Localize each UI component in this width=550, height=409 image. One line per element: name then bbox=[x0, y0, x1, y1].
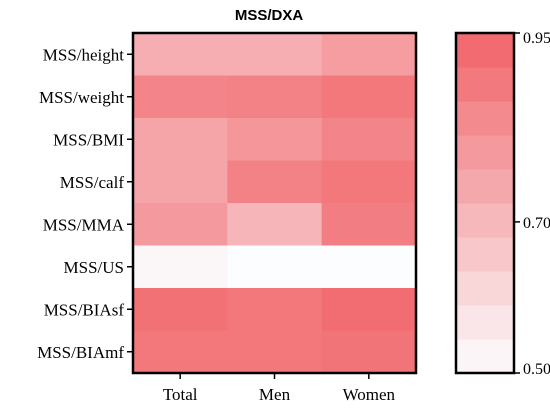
colorbar-tick-label: 0.95 bbox=[523, 30, 550, 47]
heatmap-cell bbox=[227, 33, 323, 77]
colorbar-step bbox=[456, 101, 514, 136]
colorbar-step bbox=[456, 67, 514, 102]
heatmap-cell bbox=[227, 203, 323, 247]
row-label: MSS/US bbox=[64, 258, 124, 277]
chart-title: MSS/DXA bbox=[235, 7, 304, 24]
column-label: Women bbox=[343, 385, 396, 404]
heatmap-cell bbox=[133, 245, 228, 289]
heatmap-cell bbox=[133, 288, 228, 332]
heatmap-cell bbox=[133, 75, 228, 119]
column-labels: Total Men Women bbox=[163, 373, 396, 404]
colorbar-step bbox=[456, 203, 514, 238]
row-label: MSS/MMA bbox=[43, 215, 125, 234]
heatmap-cell bbox=[321, 288, 417, 332]
heatmap-cells bbox=[133, 33, 417, 374]
column-label: Total bbox=[163, 385, 198, 404]
heatmap-cell bbox=[321, 160, 417, 204]
heatmap-cell bbox=[227, 160, 323, 204]
colorbar-step bbox=[456, 237, 514, 272]
heatmap-cell bbox=[133, 33, 228, 77]
row-label: MSS/height bbox=[43, 45, 125, 64]
row-label: MSS/calf bbox=[60, 173, 125, 192]
colorbar-step bbox=[456, 169, 514, 204]
row-label: MSS/BMI bbox=[53, 130, 124, 149]
colorbar-step bbox=[456, 271, 514, 306]
colorbar-tick-label: 0.70 bbox=[523, 215, 550, 232]
heatmap-cell bbox=[321, 203, 417, 247]
heatmap-cell bbox=[133, 203, 228, 247]
column-label: Men bbox=[259, 385, 291, 404]
row-label: MSS/BIAmf bbox=[37, 343, 124, 362]
row-label: MSS/weight bbox=[39, 88, 124, 107]
heatmap-cell bbox=[133, 160, 228, 204]
colorbar-step bbox=[456, 33, 514, 68]
colorbar: 0.95 0.70 0.50 bbox=[454, 30, 550, 378]
heatmap-cell bbox=[227, 118, 323, 162]
colorbar-tick-label: 0.50 bbox=[523, 361, 550, 378]
heatmap-cell bbox=[227, 75, 323, 119]
heatmap-cell bbox=[321, 330, 417, 374]
heatmap-cell bbox=[227, 288, 323, 332]
row-labels: MSS/height MSS/weight MSS/BMI MSS/calf MSS/M… bbox=[37, 45, 133, 362]
colorbar-frame bbox=[454, 31, 516, 375]
colorbar-step bbox=[456, 135, 514, 170]
heatmap-cell bbox=[321, 118, 417, 162]
heatmap-cell bbox=[133, 330, 228, 374]
heatmap-cell bbox=[321, 33, 417, 77]
heatmap-cell bbox=[321, 245, 417, 289]
colorbar-step bbox=[456, 305, 514, 340]
row-label: MSS/BIAsf bbox=[44, 300, 125, 319]
heatmap-cell bbox=[321, 75, 417, 119]
heatmap-cell bbox=[227, 330, 323, 374]
heatmap-cell bbox=[227, 245, 323, 289]
colorbar-step bbox=[456, 339, 514, 374]
heatmap-cell bbox=[133, 118, 228, 162]
